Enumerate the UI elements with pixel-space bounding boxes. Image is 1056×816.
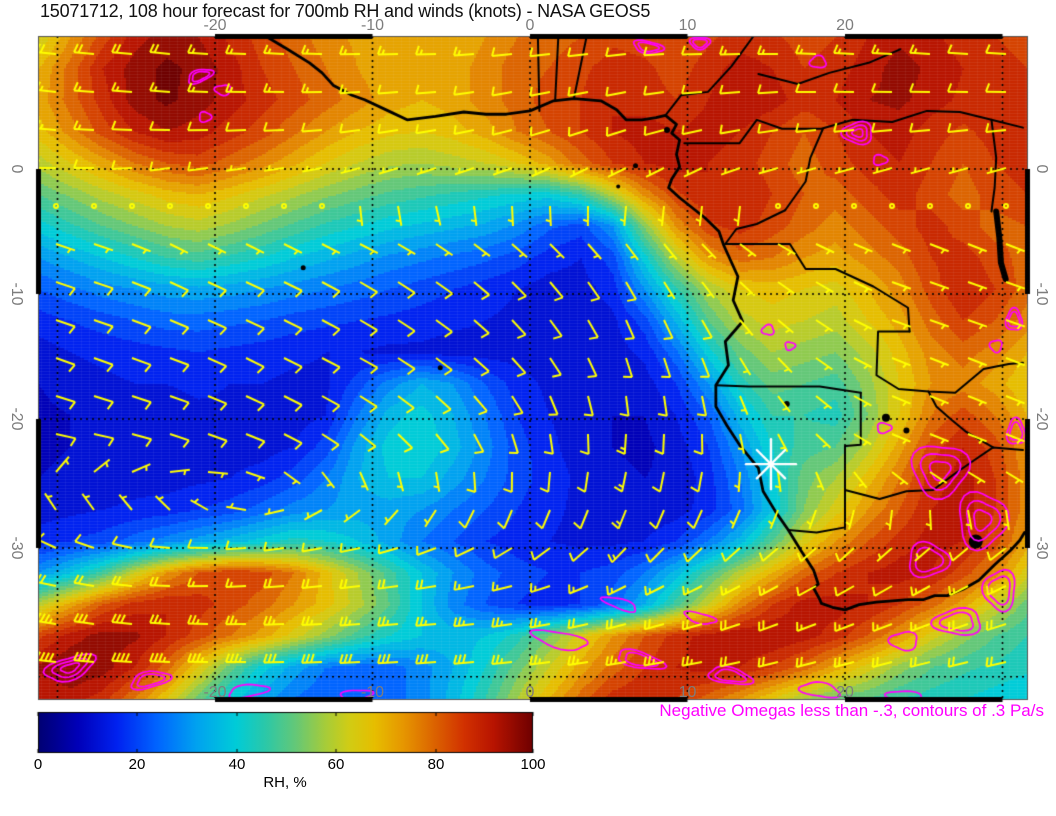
colorbar-tick-label: 20 [128,756,146,773]
colorbar-tick-label: 80 [427,756,445,773]
axis-tick-label: 20 [836,17,854,34]
colorbar-tick-label: 40 [228,756,246,773]
colorbar-tick-label: 100 [520,756,546,773]
axis-tick-label: -20 [203,17,227,34]
axis-tick-label: 0 [525,684,535,701]
axis-tick-label: 0 [8,164,25,174]
axis-tick-label: -20 [203,684,227,701]
axis-tick-label: -10 [360,684,385,701]
axis-tick-label: 10 [678,17,697,34]
axis-tick-label: -20 [1033,407,1050,431]
axis-tick-label: -10 [360,17,385,34]
colorbar-tick-label: 0 [33,756,43,773]
omega-annotation: Negative Omegas less than -.3, contours … [659,701,1044,720]
colorbar-tick-label: 60 [327,756,345,773]
axis-tick-label: 0 [1033,164,1050,174]
axis-tick-label: -30 [1033,536,1050,560]
plot-title: 15071712, 108 hour forecast for 700mb RH… [40,1,651,21]
axis-tick-label: -20 [8,407,25,431]
axis-tick-label: -10 [1033,282,1050,306]
axis-tick-label: -10 [8,282,25,306]
axis-tick-label: 0 [525,17,535,34]
axis-tick-label: 20 [836,684,854,701]
axis-tick-label: -30 [8,536,25,560]
axis-tick-label: 10 [678,684,697,701]
colorbar-label: RH, % [263,774,307,791]
